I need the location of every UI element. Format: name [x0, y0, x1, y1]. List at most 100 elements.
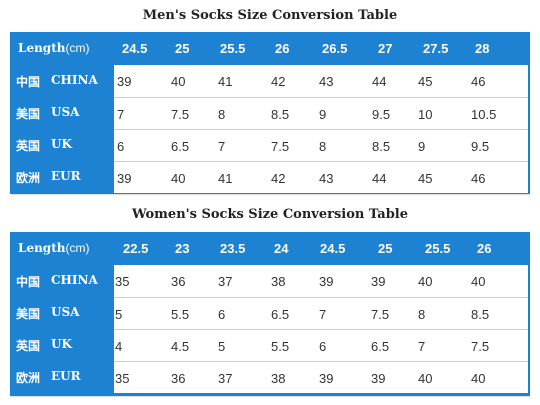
- row-label-en: UK: [51, 137, 72, 151]
- row-label-en: CHINA: [51, 273, 98, 287]
- size-cell: 10.5: [471, 107, 497, 122]
- size-cell: 7.5: [471, 339, 490, 354]
- length-cell: 24: [274, 241, 289, 256]
- size-cell: 8.5: [271, 107, 290, 122]
- size-cell: 46: [471, 171, 486, 186]
- size-cell: 39: [371, 274, 386, 289]
- length-cell: 25: [175, 41, 190, 56]
- length-unit: (cm): [65, 41, 90, 55]
- size-cell: 40: [171, 74, 186, 89]
- length-cell: 25.5: [425, 241, 451, 256]
- length-label: Length: [18, 241, 66, 255]
- size-cell: 6: [117, 139, 125, 154]
- size-cell: 40: [471, 371, 486, 386]
- length-cell: 25.5: [220, 41, 246, 56]
- size-cell: 40: [171, 171, 186, 186]
- womens-size-table: Length(cm) 22.5 23 23.5 24 24.5 25 25.5 26 中国 CHIN…: [10, 232, 530, 396]
- size-cell: 42: [271, 74, 286, 89]
- header-row: Length(cm) 22.5 23 23.5 24 24.5 25 25.5 26: [10, 232, 530, 265]
- length-unit: (cm): [65, 241, 90, 255]
- size-cell: 5: [218, 339, 226, 354]
- womens-table-title: Women's Socks Size Conversion Table: [131, 207, 409, 222]
- size-cell: 7: [218, 139, 226, 154]
- size-cell: 40: [418, 371, 433, 386]
- size-cell: 8: [319, 139, 327, 154]
- size-cell: 36: [171, 371, 186, 386]
- length-cell: 22.5: [123, 241, 149, 256]
- size-cell: 37: [218, 274, 233, 289]
- size-cell: 39: [117, 74, 132, 89]
- size-cell: 38: [271, 274, 286, 289]
- row-label-zh: 欧洲: [16, 171, 41, 185]
- size-cell: 40: [471, 274, 486, 289]
- row-label-eur: 欧洲 EUR: [10, 161, 102, 193]
- row-label-usa: 美国 USA: [10, 297, 102, 329]
- size-cell: 9: [319, 107, 327, 122]
- size-cell: 8.5: [471, 307, 490, 322]
- row-label-zh: 美国: [16, 107, 41, 121]
- size-cell: 39: [319, 371, 334, 386]
- size-cell: 8: [218, 107, 226, 122]
- length-cell: 24.5: [122, 41, 148, 56]
- table-row: 35 36 37 38 39 39 40 40: [114, 361, 528, 394]
- size-cell: 6.5: [171, 139, 190, 154]
- table-row: 35 36 37 38 39 39 40 40: [114, 265, 528, 297]
- row-label-en: USA: [51, 305, 80, 319]
- size-cell: 7.5: [271, 139, 290, 154]
- size-cell: 7: [418, 339, 426, 354]
- size-cell: 42: [271, 171, 286, 186]
- length-header-cell: Length(cm): [18, 241, 89, 255]
- size-cell: 5.5: [171, 307, 190, 322]
- row-label-en: EUR: [51, 169, 81, 183]
- length-cell: 28: [475, 41, 490, 56]
- row-label-en: USA: [51, 105, 80, 119]
- size-cell: 38: [271, 371, 286, 386]
- row-label-zh: 欧洲: [16, 371, 41, 385]
- size-cell: 7: [117, 107, 125, 122]
- row-label-zh: 美国: [16, 307, 41, 321]
- size-cell: 39: [319, 274, 334, 289]
- size-cell: 6.5: [371, 339, 390, 354]
- table-row: 39 40 41 42 43 44 45 46: [114, 161, 528, 194]
- table-body: 35 36 37 38 39 39 40 40 5 5.5 6 6.5 7 7.5 8 8.5 4 4.5 5 5.5…: [114, 265, 528, 393]
- table-row: 5 5.5 6 6.5 7 7.5 8 8.5: [114, 297, 528, 330]
- size-cell: 41: [218, 74, 233, 89]
- table-row: 39 40 41 42 43 44 45 46: [114, 65, 528, 97]
- table-row: 4 4.5 5 5.5 6 6.5 7 7.5: [114, 329, 528, 362]
- row-label-en: CHINA: [51, 73, 98, 87]
- length-cell: 25: [378, 241, 393, 256]
- size-cell: 7.5: [171, 107, 190, 122]
- size-cell: 9.5: [471, 139, 490, 154]
- length-cell: 23: [175, 241, 190, 256]
- mens-table-title: Men's Socks Size Conversion Table: [142, 8, 398, 23]
- size-cell: 45: [418, 74, 433, 89]
- size-cell: 10: [418, 107, 433, 122]
- size-cell: 5: [115, 307, 123, 322]
- size-cell: 44: [372, 74, 387, 89]
- size-cell: 8.5: [372, 139, 391, 154]
- row-label-zh: 英国: [16, 139, 41, 153]
- size-cell: 43: [319, 74, 334, 89]
- size-cell: 6.5: [271, 307, 290, 322]
- length-cell: 26: [477, 241, 492, 256]
- length-label: Length: [18, 41, 66, 55]
- table-body: 39 40 41 42 43 44 45 46 7 7.5 8 8.5 9 9.5 10 10.5 6 6.5 7 7…: [114, 65, 528, 193]
- size-cell: 35: [115, 274, 130, 289]
- row-label-uk: 英国 UK: [10, 329, 102, 361]
- size-cell: 9: [418, 139, 426, 154]
- row-label-zh: 中国: [16, 275, 41, 289]
- size-cell: 36: [171, 274, 186, 289]
- length-cell: 26: [275, 41, 290, 56]
- header-row: Length(cm) 24.5 25 25.5 26 26.5 27 27.5 28: [10, 32, 530, 65]
- row-label-china: 中国 CHINA: [10, 265, 102, 297]
- length-cell: 27: [378, 41, 393, 56]
- size-cell: 4: [115, 339, 123, 354]
- size-cell: 40: [418, 274, 433, 289]
- row-label-en: UK: [51, 337, 72, 351]
- size-cell: 41: [218, 171, 233, 186]
- size-cell: 4.5: [171, 339, 190, 354]
- length-cell: 24.5: [320, 241, 346, 256]
- size-cell: 35: [115, 371, 130, 386]
- row-label-zh: 英国: [16, 339, 41, 353]
- row-label-zh: 中国: [16, 75, 41, 89]
